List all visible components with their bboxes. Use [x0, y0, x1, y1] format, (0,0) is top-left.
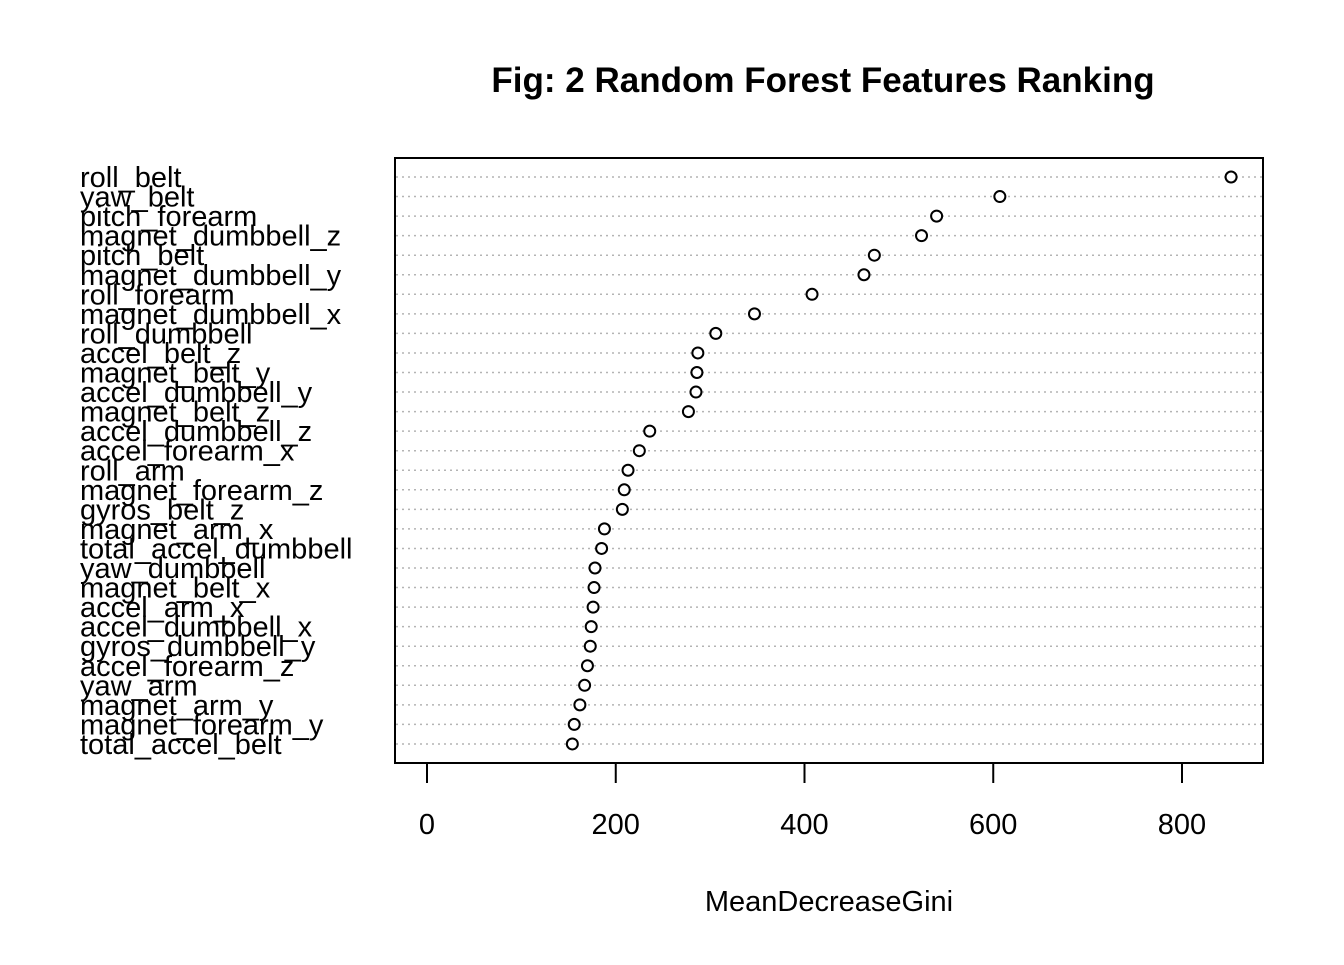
- category-label: roll_forearm: [80, 279, 235, 311]
- data-point: [578, 678, 592, 692]
- x-tick-label: 0: [419, 809, 435, 841]
- data-point: [681, 405, 695, 419]
- data-point: [993, 190, 1007, 204]
- category-label: magnet_dumbbell_y: [80, 260, 342, 292]
- data-point: [867, 248, 881, 262]
- x-axis: 0 200 400 600 800: [419, 762, 1206, 841]
- data-point: [586, 600, 600, 614]
- data-point: [689, 385, 703, 399]
- plot-frame: [394, 157, 1264, 764]
- category-label: pitch_belt: [80, 240, 204, 272]
- category-label: yaw_dumbbell: [80, 553, 265, 585]
- category-label: accel_belt_z: [80, 338, 241, 370]
- x-tick-label: 600: [969, 809, 1017, 841]
- data-point: [915, 229, 929, 243]
- category-label: magnet_forearm_z: [80, 475, 323, 507]
- category-label: accel_forearm_z: [80, 651, 294, 683]
- category-label: magnet_belt_x: [80, 573, 271, 605]
- data-point: [857, 268, 871, 282]
- grid-lines: [396, 176, 1262, 745]
- data-point: [805, 287, 819, 301]
- data-point: [1224, 170, 1238, 184]
- category-label: total_accel_dumbbell: [80, 533, 352, 565]
- data-point: [584, 620, 598, 634]
- category-label: magnet_arm_x: [80, 514, 274, 546]
- data-point: [580, 659, 594, 673]
- category-label: roll_belt: [80, 162, 182, 194]
- x-tick-label: 200: [592, 809, 640, 841]
- category-label: total_accel_belt: [80, 729, 282, 761]
- category-label: roll_dumbbell: [80, 318, 253, 350]
- data-point: [691, 346, 705, 360]
- category-label: magnet_forearm_y: [80, 709, 324, 741]
- data-points: [565, 170, 1238, 751]
- category-label: yaw_arm: [80, 670, 198, 702]
- data-point: [597, 522, 611, 536]
- category-label: gyros_belt_z: [80, 494, 244, 526]
- category-label: magnet_arm_y: [80, 690, 274, 722]
- data-point: [632, 444, 646, 458]
- data-point: [643, 424, 657, 438]
- x-tick-label: 400: [780, 809, 828, 841]
- category-label: accel_arm_x: [80, 592, 245, 624]
- data-point: [930, 209, 944, 223]
- category-label: accel_dumbbell_z: [80, 416, 312, 448]
- data-point: [747, 307, 761, 321]
- data-point: [587, 581, 601, 595]
- category-label: gyros_dumbbell_y: [80, 631, 316, 663]
- data-point: [615, 502, 629, 516]
- data-point: [595, 541, 609, 555]
- category-label: accel_forearm_x: [80, 436, 295, 468]
- category-label: magnet_belt_y: [80, 358, 271, 390]
- category-label: roll_arm: [80, 455, 185, 487]
- category-labels: roll_beltyaw_beltpitch_forearmmagnet_dum…: [80, 162, 352, 761]
- category-label: yaw_belt: [80, 182, 194, 214]
- data-point: [573, 698, 587, 712]
- data-point: [583, 639, 597, 653]
- category-label: magnet_dumbbell_x: [80, 299, 342, 331]
- category-label: accel_dumbbell_y: [80, 377, 313, 409]
- data-point: [621, 463, 635, 477]
- data-point: [709, 326, 723, 340]
- data-point: [567, 717, 581, 731]
- category-label: accel_dumbbell_x: [80, 612, 313, 644]
- data-point: [588, 561, 602, 575]
- chart-title: Fig: 2 Random Forest Features Ranking: [491, 61, 1154, 100]
- x-axis-label: MeanDecreaseGini: [705, 886, 953, 918]
- data-point: [617, 483, 631, 497]
- category-label: magnet_belt_z: [80, 397, 270, 429]
- x-tick-label: 800: [1158, 809, 1206, 841]
- data-point: [565, 737, 579, 751]
- category-label: magnet_dumbbell_z: [80, 221, 341, 253]
- category-label: pitch_forearm: [80, 201, 257, 233]
- data-point: [690, 366, 704, 379]
